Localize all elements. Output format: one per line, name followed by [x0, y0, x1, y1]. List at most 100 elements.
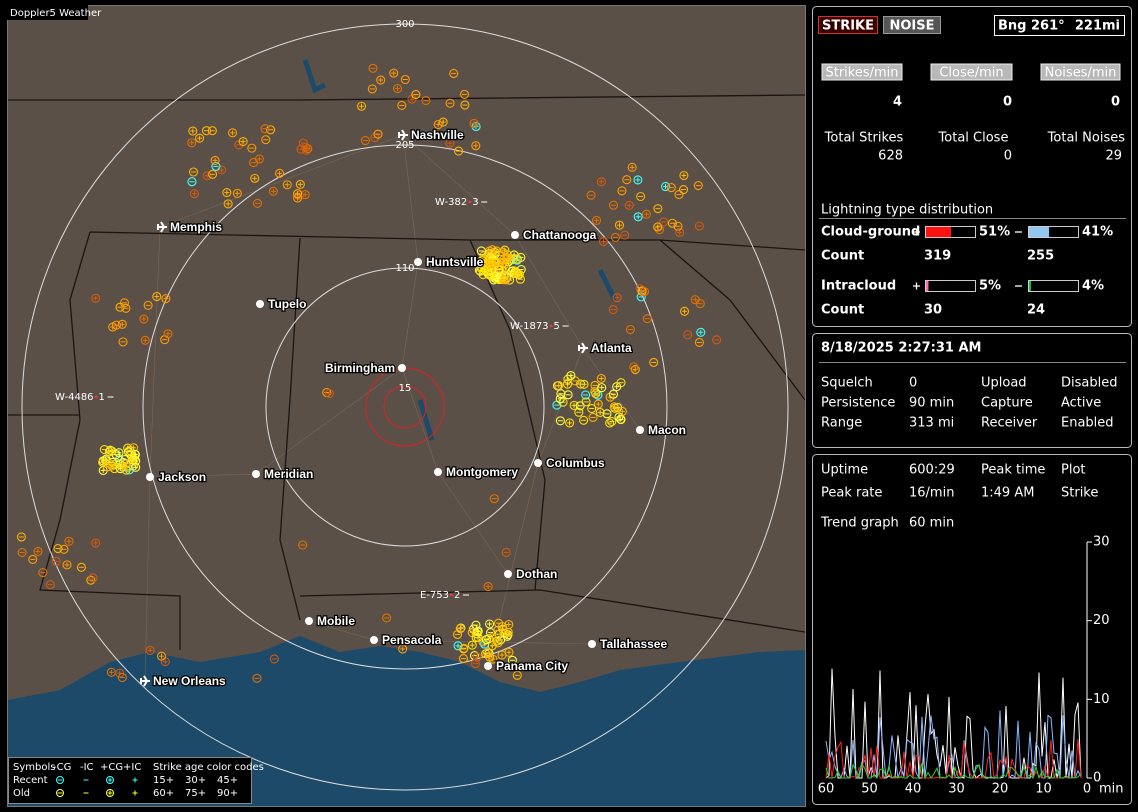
strike-ring	[492, 246, 502, 256]
strike-symbol	[497, 650, 507, 660]
strike-symbol	[247, 143, 257, 153]
strike-ring	[470, 658, 480, 669]
strike-symbol	[400, 74, 410, 85]
strike-ring	[576, 379, 586, 389]
strike-symbol	[373, 129, 383, 139]
strike-ring	[459, 643, 469, 653]
strike-symbol	[591, 215, 602, 225]
strike-symbol	[16, 532, 26, 542]
strike-ring	[471, 141, 481, 151]
strike-ring	[261, 135, 271, 145]
sign-pos	[913, 282, 920, 290]
strike-symbol	[593, 399, 603, 409]
strike-ring	[163, 329, 173, 339]
strike-symbol	[467, 640, 477, 650]
strike-symbol	[596, 373, 606, 384]
strike-symbol	[653, 204, 663, 214]
strike-ring	[152, 291, 162, 302]
strike-ring	[51, 556, 61, 567]
strike-ring	[91, 538, 101, 548]
strike-symbol	[483, 582, 493, 592]
state-borders	[8, 94, 805, 650]
city-label: Tallahassee	[600, 637, 667, 651]
strike-symbol	[695, 299, 705, 309]
strike-ring	[473, 627, 483, 637]
strike-symbol	[117, 319, 127, 329]
strike-ring	[683, 330, 693, 340]
strike-symbol	[298, 138, 308, 148]
strike-ring	[501, 275, 511, 285]
city-dot	[484, 662, 492, 670]
strike-ring	[489, 494, 499, 504]
lakes	[302, 59, 618, 441]
status-value: Active	[1061, 396, 1101, 411]
range-label: 205	[395, 140, 414, 151]
strike-symbol	[208, 169, 218, 179]
total-value: 0	[1004, 149, 1012, 164]
status-value: 90 min	[909, 396, 954, 411]
rate-value: 0	[1111, 95, 1120, 110]
strike-ring	[654, 225, 665, 235]
strike-ring	[590, 387, 600, 397]
strike-ring	[298, 138, 308, 148]
strike-symbol	[223, 199, 233, 209]
strike-ring	[455, 624, 465, 634]
strike-button[interactable]	[818, 16, 878, 34]
strike-ring	[117, 319, 127, 329]
strike-ring	[368, 63, 378, 73]
strike-symbol	[140, 335, 150, 345]
strike-ring	[294, 190, 305, 200]
airport-icon	[398, 129, 408, 141]
rate-value: 0	[1003, 95, 1012, 110]
status-label: Receiver	[981, 416, 1038, 431]
strike-symbol	[598, 237, 609, 247]
airport-icon	[157, 221, 167, 233]
strike-symbol	[86, 575, 96, 585]
strike-symbol	[459, 89, 470, 99]
strike-ring	[555, 416, 565, 426]
strike-symbol	[712, 335, 722, 345]
trend-xtick-label: 20	[992, 782, 1009, 797]
strike-ring	[201, 126, 212, 136]
strike-symbol	[382, 613, 392, 623]
stat-value: 600:29	[909, 463, 955, 478]
strike-symbol	[679, 306, 690, 316]
strike-symbol	[249, 158, 259, 168]
strike-ring	[250, 173, 260, 183]
noise-button[interactable]	[883, 16, 941, 34]
pct-bar	[1029, 227, 1050, 237]
strike-symbol	[694, 337, 704, 348]
strike-symbol	[449, 68, 459, 79]
strike-ring	[119, 298, 130, 308]
strike-ring	[252, 673, 262, 683]
strike-symbol	[472, 652, 482, 662]
range-ring	[265, 267, 545, 547]
strike-symbol	[139, 314, 149, 324]
strike-ring	[373, 129, 383, 139]
strike-symbol	[121, 303, 131, 313]
trend-xtick-label: 10	[1035, 782, 1052, 797]
strike-ring	[694, 337, 704, 348]
strike-ring	[445, 138, 455, 148]
strike-symbol	[17, 548, 27, 558]
strike-ring	[227, 128, 238, 138]
strike-symbol	[261, 135, 271, 145]
strike-ring	[202, 171, 212, 181]
count-value: 255	[1027, 249, 1054, 264]
strike-ring	[445, 98, 455, 108]
strike-ring	[627, 162, 637, 172]
strike-ring	[223, 199, 233, 209]
strike-symbol	[473, 627, 483, 637]
strike-ring	[324, 388, 334, 399]
strike-symbol	[477, 256, 487, 266]
strike-symbol	[152, 291, 162, 302]
strike-symbol	[586, 190, 596, 200]
strike-ring	[653, 222, 663, 232]
strike-symbol	[608, 389, 618, 399]
strike-symbol	[458, 654, 468, 664]
legend-symbol	[106, 789, 114, 797]
strike-ring	[117, 672, 127, 683]
strike-symbol	[616, 378, 626, 388]
strike-symbol	[119, 298, 130, 308]
